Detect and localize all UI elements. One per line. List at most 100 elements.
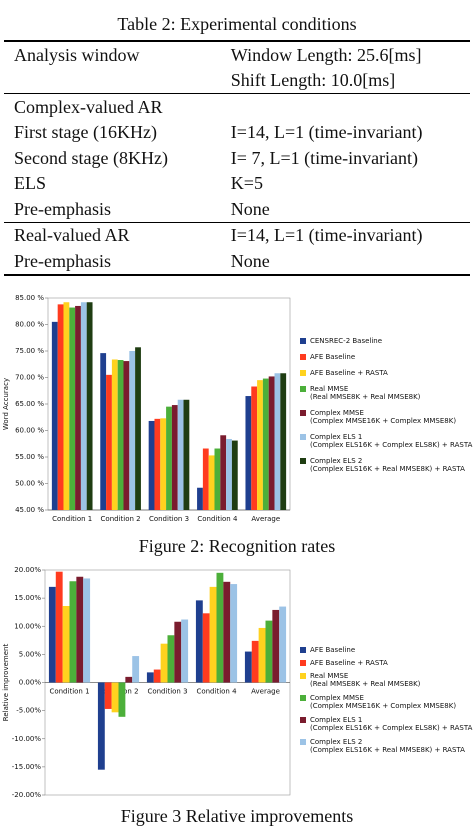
legend-label: (Complex ELS16K + Complex ELS8K) + RASTA bbox=[310, 724, 473, 732]
x-tick-label: Condition 1 bbox=[52, 515, 92, 523]
bar bbox=[111, 359, 118, 510]
bar bbox=[129, 351, 136, 510]
legend-label: (Complex MMSE16K + Complex MMSE8K) bbox=[310, 417, 456, 425]
bar bbox=[231, 440, 238, 510]
bar bbox=[171, 405, 178, 510]
bar bbox=[86, 302, 93, 510]
y-tick-label: 75.00 % bbox=[15, 347, 44, 355]
bar bbox=[135, 347, 141, 510]
table-cell: Shift Length: 10.0[ms] bbox=[230, 70, 396, 91]
legend-swatch bbox=[300, 410, 306, 416]
table-row: Second stage (8KHz) I= 7, L=1 (time-invar… bbox=[4, 145, 470, 171]
legend-label: Complex MMSE bbox=[310, 694, 364, 702]
y-axis-title: Relative improvement bbox=[2, 644, 10, 722]
bar bbox=[125, 676, 133, 683]
y-tick-label: -20.00% bbox=[12, 791, 42, 799]
bar bbox=[118, 682, 126, 717]
table-row: Pre-emphasis None bbox=[4, 196, 470, 222]
table-cell: I=14, L=1 (time-invariant) bbox=[230, 122, 423, 143]
bar bbox=[154, 418, 161, 510]
table-cell: K=5 bbox=[230, 173, 263, 194]
bar bbox=[104, 682, 112, 709]
bar bbox=[76, 576, 84, 683]
bar bbox=[251, 386, 258, 510]
bar bbox=[202, 613, 210, 683]
bar bbox=[214, 448, 221, 510]
x-tick-label: Condition 4 bbox=[197, 515, 238, 523]
table-cell: Complex-valued AR bbox=[14, 96, 163, 117]
table-row: Shift Length: 10.0[ms] bbox=[4, 68, 470, 94]
legend-label: Complex ELS 2 bbox=[310, 738, 362, 746]
bar bbox=[216, 572, 224, 683]
legend-swatch bbox=[300, 458, 306, 464]
y-tick-label: 45.00 % bbox=[15, 506, 44, 514]
legend-label: AFE Baseline + RASTA bbox=[310, 659, 388, 667]
bar bbox=[160, 418, 167, 510]
bar bbox=[111, 682, 119, 713]
bar bbox=[195, 600, 203, 683]
table-row: Pre-emphasis None bbox=[4, 248, 470, 275]
legend-label: AFE Baseline bbox=[310, 353, 355, 361]
legend-label: Complex ELS 1 bbox=[310, 716, 362, 724]
bar bbox=[117, 360, 124, 510]
bar bbox=[272, 609, 280, 683]
x-tick-label: Condition 2 bbox=[101, 515, 141, 523]
y-tick-label: 55.00 % bbox=[15, 453, 44, 461]
bar bbox=[153, 669, 161, 683]
bar bbox=[123, 361, 130, 510]
bar bbox=[132, 656, 140, 683]
legend-label: (Real MMSE8K + Real MMSE8K) bbox=[310, 680, 421, 688]
bar bbox=[274, 373, 281, 510]
legend-label: AFE Baseline + RASTA bbox=[310, 369, 388, 377]
y-tick-label: 70.00 % bbox=[15, 374, 44, 382]
bar bbox=[69, 307, 76, 510]
table-row: Real-valued AR I=14, L=1 (time-invariant) bbox=[4, 222, 470, 248]
legend-swatch bbox=[300, 739, 306, 745]
x-tick-label: Condition 1 bbox=[49, 688, 89, 696]
bar bbox=[280, 373, 287, 510]
bar bbox=[55, 571, 63, 683]
bar bbox=[57, 304, 64, 510]
x-tick-label: Average bbox=[251, 515, 280, 523]
bar bbox=[167, 635, 175, 683]
x-tick-label: Condition 3 bbox=[149, 515, 189, 523]
legend-label: Real MMSE bbox=[310, 672, 348, 680]
bar bbox=[63, 302, 70, 510]
bar bbox=[177, 399, 184, 510]
bar bbox=[83, 578, 91, 683]
bar bbox=[51, 321, 58, 510]
legend-swatch bbox=[300, 354, 306, 360]
bar bbox=[75, 305, 81, 510]
table-row: Analysis window Window Length: 25.6[ms] bbox=[4, 41, 470, 68]
bar bbox=[262, 378, 269, 510]
bar bbox=[230, 584, 238, 683]
bar bbox=[220, 435, 227, 510]
legend-swatch bbox=[300, 647, 306, 653]
bar bbox=[62, 606, 70, 683]
bar bbox=[48, 586, 56, 683]
legend-label: Complex MMSE bbox=[310, 409, 364, 417]
table-cell bbox=[4, 68, 207, 94]
bar bbox=[183, 399, 190, 510]
table-cell: Second stage (8KHz) bbox=[14, 147, 168, 168]
figure-caption: Figure 2: Recognition rates bbox=[138, 536, 336, 556]
bar bbox=[257, 380, 263, 510]
y-tick-label: 60.00 % bbox=[15, 427, 44, 435]
bar bbox=[244, 651, 252, 683]
table-title: Table 2: Experimental conditions bbox=[117, 14, 357, 34]
y-tick-label: 10.00% bbox=[14, 622, 41, 630]
legend-swatch bbox=[300, 370, 306, 376]
legend-label: CENSREC-2 Baseline bbox=[310, 337, 382, 345]
table-cell: I= 7, L=1 (time-invariant) bbox=[230, 147, 419, 168]
bar bbox=[166, 406, 172, 510]
chart: 45.00 % 50.00 % 55.00 % 60.00 % 65.00 % 70.00… bbox=[2, 294, 473, 523]
legend-swatch bbox=[300, 695, 306, 701]
x-tick-label: Average bbox=[251, 688, 280, 696]
bar bbox=[279, 606, 287, 683]
table-cell: None bbox=[230, 250, 270, 271]
y-axis-title: Word Accuracy bbox=[2, 378, 10, 430]
y-tick-label: 50.00 % bbox=[15, 480, 44, 488]
bar bbox=[69, 581, 77, 683]
y-tick-label: 20.00% bbox=[14, 566, 41, 574]
